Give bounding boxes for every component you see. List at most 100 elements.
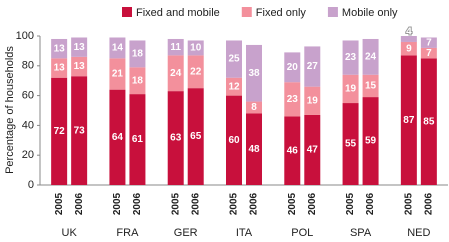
legend-label: Fixed only [256, 7, 307, 19]
group-label: FRA [116, 227, 139, 239]
value-label: 19 [345, 84, 357, 95]
value-label: 23 [345, 52, 357, 63]
bar-segment [167, 38, 184, 56]
bar-segment [187, 55, 204, 89]
bar-segment [51, 77, 68, 185]
bar-segment [304, 114, 321, 185]
group-label: NED [407, 227, 430, 239]
bar-segment [342, 74, 359, 104]
x-tick-label: 2006 [249, 192, 260, 215]
bar-segment [284, 82, 301, 117]
bar-segment [129, 67, 146, 95]
value-label: 11 [170, 42, 181, 53]
bar-segment [71, 37, 88, 57]
x-tick-label: 2005 [229, 192, 240, 215]
bar-segment [284, 116, 301, 185]
bar-segment [187, 40, 204, 56]
x-tick-label: 2005 [345, 192, 356, 215]
bar-segment [109, 89, 126, 185]
value-label: 63 [170, 133, 182, 144]
x-tick-label: 2005 [403, 192, 414, 215]
bar-segment [284, 52, 301, 83]
bar-segment [304, 46, 321, 87]
value-label: 4 [406, 27, 412, 38]
value-label: 27 [307, 61, 319, 72]
bar-segment [400, 55, 417, 186]
value-label: 15 [365, 81, 377, 92]
y-tick-label: 60 [22, 90, 34, 102]
bar-segment [420, 37, 437, 48]
bar-segment [420, 58, 437, 185]
value-label: 64 [112, 132, 124, 143]
bar-segment [246, 101, 262, 114]
value-label: 46 [287, 145, 299, 156]
y-tick-label: 40 [22, 119, 34, 131]
value-label: 13 [74, 61, 86, 72]
value-label: 12 [228, 81, 240, 92]
legend-label: Fixed and mobile [136, 7, 220, 19]
value-label: 72 [54, 126, 66, 137]
group-label: POL [291, 227, 313, 239]
bar-segment [129, 40, 146, 68]
value-label: 65 [190, 131, 202, 142]
bar-segment [71, 76, 88, 185]
bar-segment [400, 36, 417, 42]
value-label: 7 [426, 48, 432, 59]
group-label: UK [62, 227, 78, 239]
value-label: 48 [248, 144, 260, 155]
value-label: 61 [132, 134, 144, 145]
bar-segment [167, 55, 184, 92]
bar-segment [362, 97, 379, 185]
bar-segment [51, 38, 68, 59]
bar-segment [342, 103, 359, 185]
group-label: GER [174, 227, 198, 239]
x-tick-label: 2006 [74, 192, 85, 215]
value-label: 23 [287, 94, 299, 105]
x-tick-label: 2006 [307, 192, 318, 215]
value-label: 10 [190, 43, 202, 54]
bar-segment [187, 88, 204, 185]
value-label: 9 [406, 43, 412, 54]
y-axis-label: Percentage of households [4, 46, 16, 174]
x-tick-label: 2005 [287, 192, 298, 215]
value-label: 73 [74, 125, 86, 136]
x-tick-label: 2006 [190, 192, 201, 215]
value-label: 60 [228, 135, 240, 146]
value-label: 59 [365, 136, 377, 147]
value-label: 24 [365, 52, 377, 63]
x-tick-label: 2005 [112, 192, 123, 215]
y-tick-label: 20 [22, 149, 34, 161]
x-tick-label: 2005 [54, 192, 65, 215]
bar-segment [109, 58, 126, 90]
value-label: 18 [132, 49, 144, 60]
bar-segment [342, 40, 359, 75]
y-tick-label: 100 [16, 30, 34, 42]
value-label: 7 [426, 37, 432, 48]
value-label: 47 [307, 145, 319, 156]
bar-segment [420, 47, 437, 59]
legend-swatch [241, 7, 252, 17]
value-label: 38 [248, 68, 260, 79]
legend-swatch [122, 7, 132, 17]
x-tick-label: 2006 [365, 192, 376, 215]
value-label: 13 [54, 43, 66, 54]
value-label: 14 [112, 43, 124, 54]
y-tick-label: 0 [28, 179, 34, 191]
value-label: 13 [74, 42, 86, 53]
x-tick-label: 2006 [423, 192, 434, 215]
bar-segment [109, 37, 126, 59]
bar-segment [362, 38, 379, 75]
legend-swatch [327, 7, 338, 17]
value-label: 55 [345, 139, 357, 150]
x-tick-label: 2006 [132, 192, 143, 215]
x-tick-label: 2005 [170, 192, 181, 215]
value-label: 87 [403, 115, 415, 126]
value-label: 20 [287, 62, 299, 73]
bar-segment [362, 74, 379, 98]
bar-segment [167, 91, 184, 185]
legend-label: Mobile only [342, 7, 398, 19]
value-label: 22 [190, 66, 202, 77]
value-label: 21 [112, 69, 124, 80]
